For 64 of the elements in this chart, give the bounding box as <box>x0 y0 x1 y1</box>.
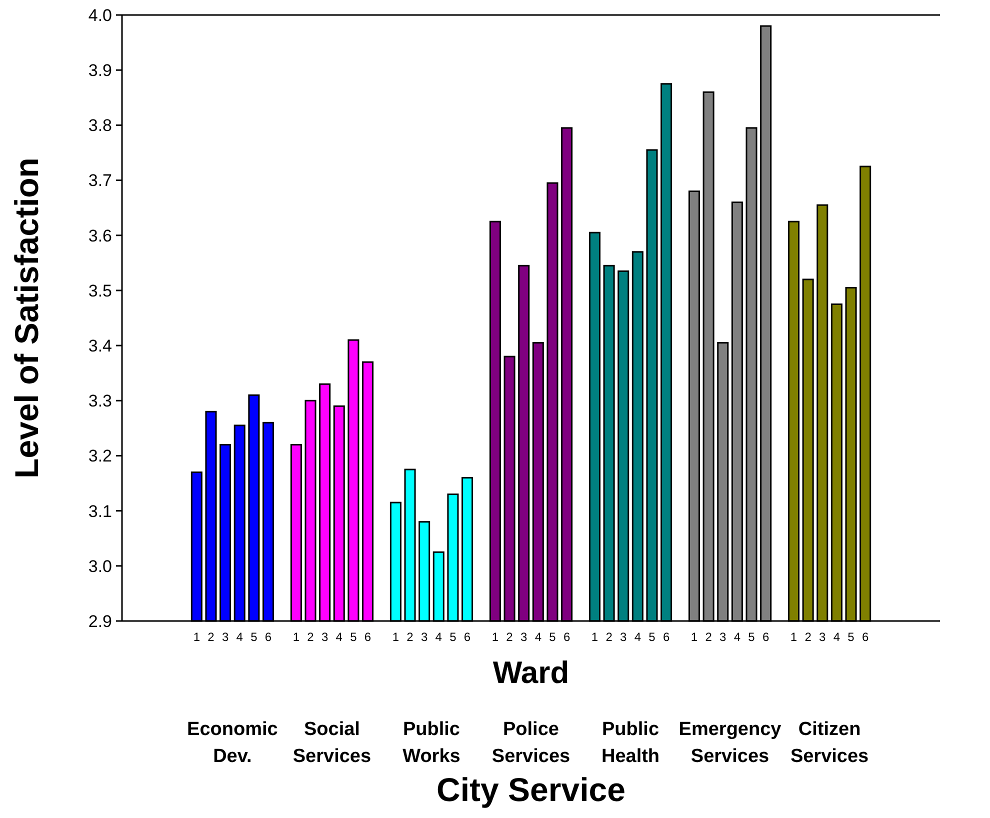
x-tick-label: Public Health <box>601 719 660 767</box>
x-tick-label: Economic Dev. <box>187 719 278 767</box>
text: 3 <box>520 630 528 644</box>
text: Ward <box>492 655 570 690</box>
series-label: 6 <box>264 630 272 644</box>
text: 5 <box>848 630 854 644</box>
y-tick-label: 4.0 <box>88 6 112 25</box>
y-tick-label: 3.6 <box>88 226 112 246</box>
text: 2 <box>406 630 414 644</box>
text: 2 <box>705 630 712 644</box>
text: 2 <box>606 630 612 644</box>
series-label: 4 <box>236 630 244 644</box>
y-tick-label: 3.3 <box>88 392 112 411</box>
text: 1 <box>492 630 499 644</box>
text: 5 <box>549 630 556 644</box>
text: 1 <box>790 630 798 644</box>
y-axis-title: Level of Satisfaction <box>8 158 45 478</box>
x-tick-label: Public Works <box>402 719 460 767</box>
y-tick-label: 3.9 <box>88 61 112 80</box>
text: 4 <box>833 630 840 644</box>
text: 2 <box>506 630 513 644</box>
text: 3 <box>720 630 726 644</box>
y-tick-label: 3.2 <box>88 446 112 466</box>
text: 2 <box>804 630 812 644</box>
y-tick-label: 3.5 <box>88 281 112 300</box>
text: 5 <box>350 630 357 644</box>
y-tick-label: 3.8 <box>88 116 112 136</box>
text: 5 <box>748 630 755 644</box>
x-tick-label: Citizen Services <box>790 719 869 767</box>
x-axis-title: City Service <box>436 771 626 808</box>
text: 1 <box>392 630 400 644</box>
text: 1 <box>292 630 300 644</box>
text: 5 <box>450 630 456 644</box>
text: 6 <box>762 630 770 644</box>
y-tick-label: 3.0 <box>88 556 112 576</box>
series-label: 1 <box>193 630 200 644</box>
series-label: 3 <box>222 630 229 644</box>
text: 1 <box>591 630 598 644</box>
x-tick-label: Emergency Services <box>678 719 782 767</box>
text: 3 <box>620 630 627 644</box>
y-tick-label: 3.4 <box>88 336 112 356</box>
text: 1 <box>690 630 698 644</box>
series-label: 5 <box>250 630 258 644</box>
text: 4 <box>336 630 342 644</box>
text: 4 <box>534 630 542 644</box>
text: 6 <box>364 630 372 644</box>
text: 3 <box>321 630 328 644</box>
y-tick-label: 3.1 <box>88 502 112 521</box>
text: 2 <box>307 630 314 644</box>
x-tick-label: Police Services <box>492 719 570 767</box>
y-tick-label: 3.7 <box>88 171 112 190</box>
text: 6 <box>862 630 869 644</box>
y-tick-label: 2.9 <box>88 612 112 631</box>
text: 5 <box>648 630 656 644</box>
x-tick-label: Social Services <box>292 719 372 767</box>
text: 4 <box>435 630 442 644</box>
text: 3 <box>420 630 428 644</box>
text: 3 <box>819 630 826 644</box>
series-label: 2 <box>208 630 215 644</box>
text: 6 <box>563 630 570 644</box>
text: 6 <box>662 630 670 644</box>
text: 6 <box>464 630 471 644</box>
text: 4 <box>734 630 741 644</box>
text: 4 <box>634 630 642 644</box>
